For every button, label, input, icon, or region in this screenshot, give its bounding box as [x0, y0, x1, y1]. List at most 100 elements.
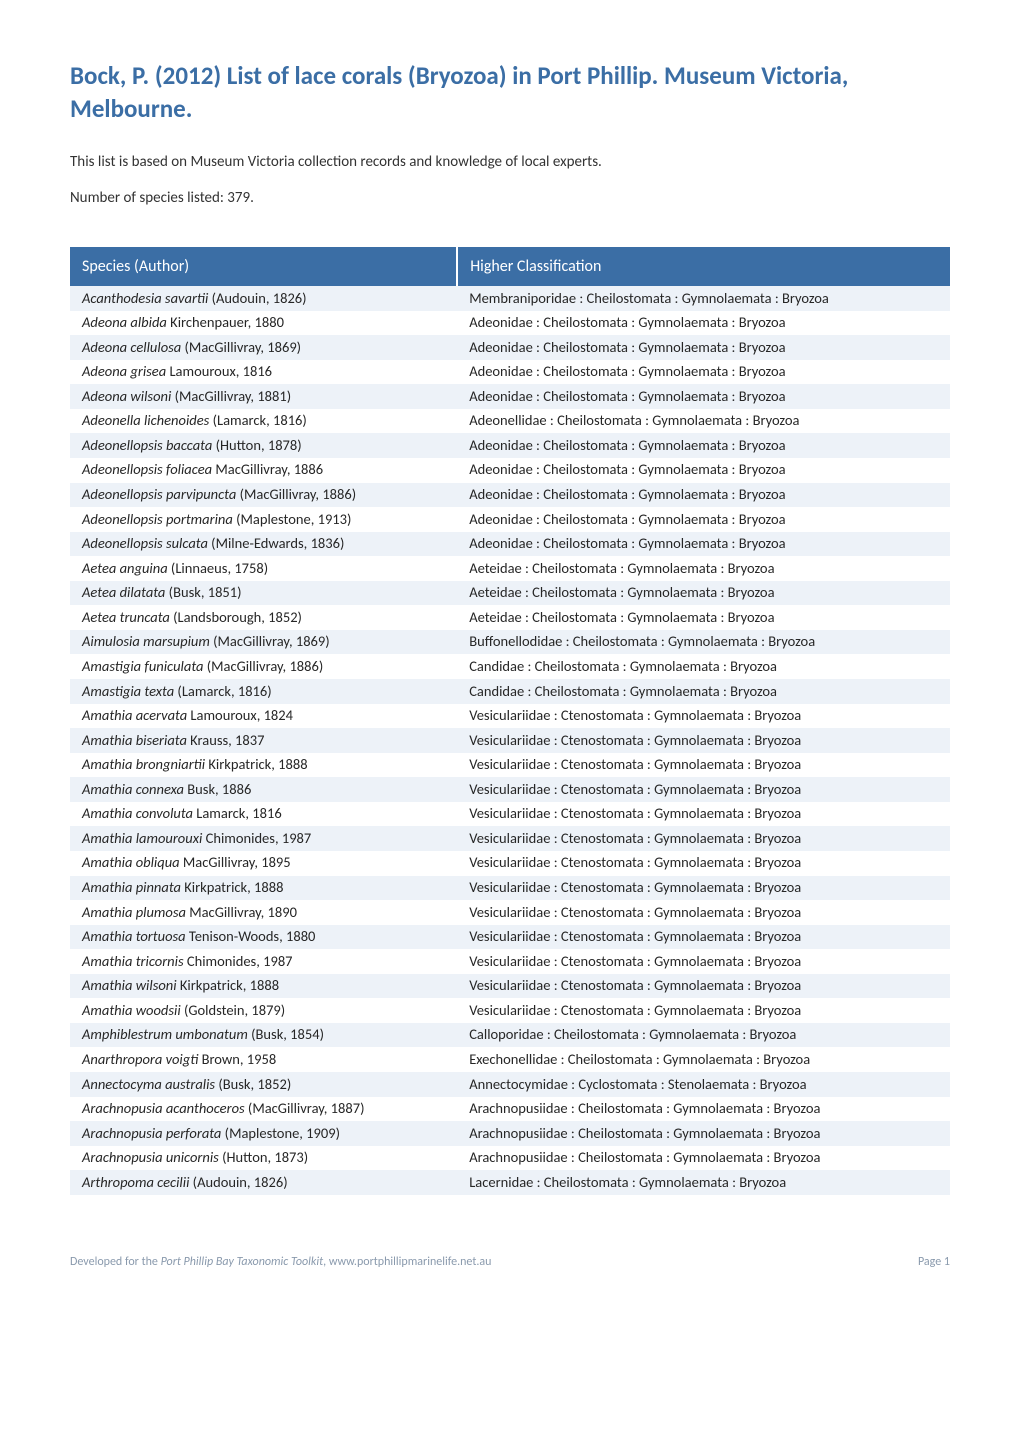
species-author: Lamouroux, 1816 — [166, 362, 272, 380]
table-row: Aetea anguina (Linnaeus, 1758)Aeteidae :… — [70, 556, 950, 581]
species-cell: Amastigia funiculata (MacGillivray, 1886… — [70, 654, 457, 679]
species-cell: Adeonella lichenoides (Lamarck, 1816) — [70, 409, 457, 434]
table-row: Adeona grisea Lamouroux, 1816Adeonidae :… — [70, 360, 950, 385]
species-cell: Arachnopusia perforata (Maplestone, 1909… — [70, 1121, 457, 1146]
table-row: Aetea dilatata (Busk, 1851)Aeteidae : Ch… — [70, 581, 950, 606]
species-cell: Adeonellopsis sulcata (Milne-Edwards, 18… — [70, 532, 457, 557]
table-row: Adeona cellulosa (MacGillivray, 1869)Ade… — [70, 335, 950, 360]
species-cell: Aetea dilatata (Busk, 1851) — [70, 581, 457, 606]
species-author: MacGillivray, 1886 — [212, 460, 323, 478]
table-row: Amastigia funiculata (MacGillivray, 1886… — [70, 654, 950, 679]
species-name: Adeona albida — [82, 313, 167, 331]
species-author: Kirchenpauer, 1880 — [167, 313, 284, 331]
species-author: Busk, 1886 — [184, 780, 251, 798]
classification-cell: Adeonidae : Cheilostomata : Gymnolaemata… — [457, 507, 950, 532]
table-body: Acanthodesia savartii (Audouin, 1826)Mem… — [70, 286, 950, 1195]
species-author: Chimonides, 1987 — [184, 952, 293, 970]
classification-cell: Adeonidae : Cheilostomata : Gymnolaemata… — [457, 483, 950, 508]
species-name: Aetea anguina — [82, 559, 168, 577]
species-cell: Amathia tortuosa Tenison-Woods, 1880 — [70, 925, 457, 950]
species-cell: Adeona cellulosa (MacGillivray, 1869) — [70, 335, 457, 360]
col-header-classification: Higher Classification — [457, 247, 950, 286]
table-row: Adeona wilsoni (MacGillivray, 1881)Adeon… — [70, 384, 950, 409]
species-table: Species (Author) Higher Classification A… — [70, 247, 950, 1195]
classification-cell: Vesiculariidae : Ctenostomata : Gymnolae… — [457, 925, 950, 950]
classification-cell: Annectocymidae : Cyclostomata : Stenolae… — [457, 1072, 950, 1097]
table-row: Adeonellopsis foliacea MacGillivray, 188… — [70, 458, 950, 483]
species-name: Adeonellopsis parvipuncta — [82, 485, 236, 503]
species-name: Amphiblestrum umbonatum — [82, 1025, 248, 1043]
classification-cell: Vesiculariidae : Ctenostomata : Gymnolae… — [457, 777, 950, 802]
species-author: (Hutton, 1878) — [212, 436, 301, 454]
footer-italic: Port Phillip Bay Taxonomic Toolkit — [161, 1255, 324, 1269]
classification-cell: Vesiculariidae : Ctenostomata : Gymnolae… — [457, 728, 950, 753]
classification-cell: Arachnopusiidae : Cheilostomata : Gymnol… — [457, 1097, 950, 1122]
table-row: Aimulosia marsupium (MacGillivray, 1869)… — [70, 630, 950, 655]
species-name: Adeonella lichenoides — [82, 411, 209, 429]
species-cell: Aetea truncata (Landsborough, 1852) — [70, 605, 457, 630]
classification-cell: Exechonellidae : Cheilostomata : Gymnola… — [457, 1047, 950, 1072]
species-name: Amathia wilsoni — [82, 976, 177, 994]
table-row: Amathia connexa Busk, 1886Vesiculariidae… — [70, 777, 950, 802]
species-author: (MacGillivray, 1881) — [171, 387, 291, 405]
table-row: Amathia tortuosa Tenison-Woods, 1880Vesi… — [70, 925, 950, 950]
table-row: Adeonellopsis portmarina (Maplestone, 19… — [70, 507, 950, 532]
species-name: Amathia brongniartii — [82, 755, 205, 773]
table-row: Amathia acervata Lamouroux, 1824Vesicula… — [70, 704, 950, 729]
species-name: Arachnopusia unicornis — [82, 1148, 219, 1166]
classification-cell: Vesiculariidae : Ctenostomata : Gymnolae… — [457, 876, 950, 901]
species-author: Kirkpatrick, 1888 — [181, 878, 283, 896]
species-author: (Audouin, 1826) — [189, 1173, 287, 1191]
classification-cell: Vesiculariidae : Ctenostomata : Gymnolae… — [457, 949, 950, 974]
species-name: Arachnopusia perforata — [82, 1124, 221, 1142]
species-cell: Adeona albida Kirchenpauer, 1880 — [70, 311, 457, 336]
species-author: (Landsborough, 1852) — [170, 608, 302, 626]
species-cell: Amathia convoluta Lamarck, 1816 — [70, 802, 457, 827]
species-name: Adeona wilsoni — [82, 387, 171, 405]
species-name: Aetea truncata — [82, 608, 170, 626]
species-name: Amathia woodsii — [82, 1001, 181, 1019]
species-name: Amathia connexa — [82, 780, 184, 798]
species-cell: Aimulosia marsupium (MacGillivray, 1869) — [70, 630, 457, 655]
species-author: Kirkpatrick, 1888 — [205, 755, 307, 773]
classification-cell: Vesiculariidae : Ctenostomata : Gymnolae… — [457, 974, 950, 999]
table-row: Arthropoma cecilii (Audouin, 1826)Lacern… — [70, 1170, 950, 1195]
footer-page-number: Page 1 — [918, 1255, 950, 1269]
species-cell: Amathia tricornis Chimonides, 1987 — [70, 949, 457, 974]
table-row: Adeonellopsis parvipuncta (MacGillivray,… — [70, 483, 950, 508]
species-name: Adeonellopsis foliacea — [82, 460, 212, 478]
species-author: (Maplestone, 1913) — [233, 510, 352, 528]
classification-cell: Calloporidae : Cheilostomata : Gymnolaem… — [457, 1023, 950, 1048]
species-author: (MacGillivray, 1869) — [181, 338, 301, 356]
species-name: Adeonellopsis portmarina — [82, 510, 233, 528]
species-author: (Busk, 1851) — [165, 583, 241, 601]
species-author: (Maplestone, 1909) — [221, 1124, 340, 1142]
species-cell: Amathia pinnata Kirkpatrick, 1888 — [70, 876, 457, 901]
classification-cell: Adeonidae : Cheilostomata : Gymnolaemata… — [457, 335, 950, 360]
species-author: (Busk, 1852) — [215, 1075, 291, 1093]
classification-cell: Arachnopusiidae : Cheilostomata : Gymnol… — [457, 1121, 950, 1146]
species-name: Anarthropora voigti — [82, 1050, 198, 1068]
species-cell: Amathia connexa Busk, 1886 — [70, 777, 457, 802]
species-cell: Amathia lamourouxi Chimonides, 1987 — [70, 826, 457, 851]
classification-cell: Vesiculariidae : Ctenostomata : Gymnolae… — [457, 753, 950, 778]
species-name: Amathia acervata — [82, 706, 187, 724]
species-name: Aetea dilatata — [82, 583, 165, 601]
classification-cell: Lacernidae : Cheilostomata : Gymnolaemat… — [457, 1170, 950, 1195]
table-row: Arachnopusia unicornis (Hutton, 1873)Ara… — [70, 1146, 950, 1171]
species-name: Aimulosia marsupium — [82, 632, 210, 650]
table-row: Adeona albida Kirchenpauer, 1880Adeonida… — [70, 311, 950, 336]
table-row: Anarthropora voigti Brown, 1958 Exechonel… — [70, 1047, 950, 1072]
species-name: Amastigia texta — [82, 682, 174, 700]
table-row: Adeonellopsis baccata (Hutton, 1878)Adeo… — [70, 433, 950, 458]
table-row: Aetea truncata (Landsborough, 1852)Aetei… — [70, 605, 950, 630]
species-author: (Hutton, 1873) — [219, 1148, 308, 1166]
species-author: MacGillivray, 1890 — [186, 903, 297, 921]
classification-cell: Adeonidae : Cheilostomata : Gymnolaemata… — [457, 360, 950, 385]
classification-cell: Vesiculariidae : Ctenostomata : Gymnolae… — [457, 900, 950, 925]
classification-cell: Vesiculariidae : Ctenostomata : Gymnolae… — [457, 802, 950, 827]
footer-left: Developed for the Port Phillip Bay Taxon… — [70, 1255, 491, 1269]
species-cell: Adeonellopsis foliacea MacGillivray, 188… — [70, 458, 457, 483]
species-author: Brown, 1958 — [198, 1050, 276, 1068]
table-row: Amathia wilsoni Kirkpatrick, 1888Vesicul… — [70, 974, 950, 999]
